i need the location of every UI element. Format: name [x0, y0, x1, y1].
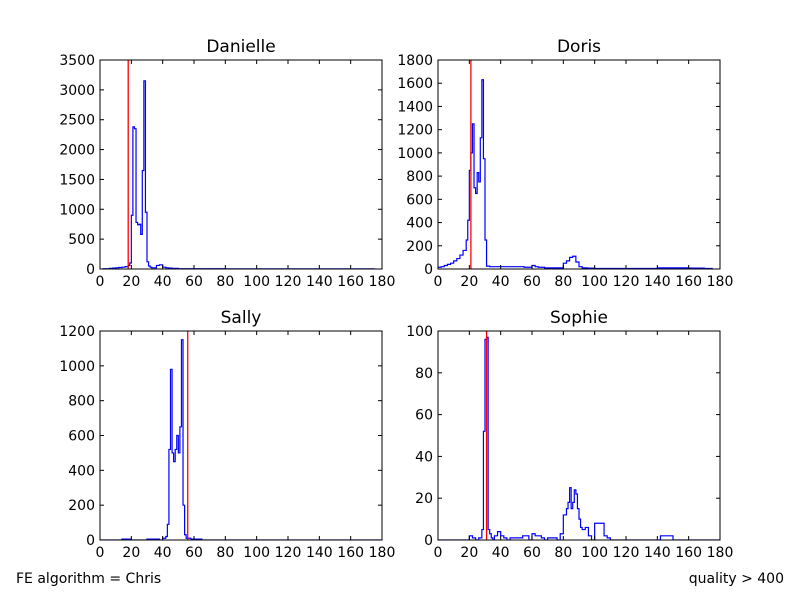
histogram-line	[438, 79, 713, 269]
y-tick-label: 500	[68, 232, 95, 248]
histogram-line	[100, 339, 382, 540]
subplot-sophie: Sophie 0 20 40 60 80 100 120 140 160 180 0 20 40 60 80 1…	[406, 308, 733, 561]
histogram-line	[102, 80, 375, 269]
x-tick-label: 20	[460, 274, 478, 290]
x-tick-label: 20	[460, 545, 478, 561]
y-tick-label: 0	[424, 262, 433, 278]
axes-frame	[99, 330, 383, 541]
y-tick-label: 100	[406, 324, 433, 340]
x-tick-label: 0	[434, 274, 443, 290]
x-tick-label: 60	[185, 274, 203, 290]
y-tick-label: 200	[406, 239, 433, 255]
y-tick-label: 800	[68, 394, 95, 410]
x-tick-label: 60	[185, 545, 203, 561]
x-tick-label: 160	[675, 545, 702, 561]
x-tick-label: 100	[243, 545, 270, 561]
y-tick-label: 0	[424, 533, 433, 549]
y-tick-label: 80	[415, 366, 433, 382]
algorithm-footnote: FE algorithm = Chris	[16, 571, 162, 587]
y-tick-label: 1200	[397, 123, 433, 139]
y-tick-label: 0	[86, 533, 95, 549]
y-tick-label: 2500	[59, 113, 95, 129]
subplot-title: Doris	[557, 37, 601, 57]
x-tick-label: 180	[369, 545, 396, 561]
quality-footnote: quality > 400	[688, 571, 784, 587]
y-tick-label: 3500	[59, 53, 95, 69]
x-tick-label: 20	[122, 274, 140, 290]
x-tick-label: 160	[337, 545, 364, 561]
y-tick-label: 20	[415, 491, 433, 507]
x-tick-label: 0	[434, 545, 443, 561]
y-tick-label: 1000	[59, 202, 95, 218]
y-tick-label: 600	[406, 192, 433, 208]
y-tick-label: 0	[86, 262, 95, 278]
histogram-line	[438, 336, 720, 540]
axes-frame	[437, 330, 721, 541]
y-tick-label: 2000	[59, 143, 95, 159]
x-tick-label: 60	[523, 274, 541, 290]
x-tick-label: 100	[581, 274, 608, 290]
y-tick-label: 40	[415, 449, 433, 465]
x-tick-label: 80	[554, 274, 572, 290]
x-tick-label: 0	[96, 274, 105, 290]
y-tick-label: 3000	[59, 83, 95, 99]
x-tick-label: 100	[581, 545, 608, 561]
x-tick-label: 160	[675, 274, 702, 290]
x-tick-label: 20	[122, 545, 140, 561]
x-tick-label: 180	[707, 545, 734, 561]
y-tick-label: 1000	[59, 359, 95, 375]
x-tick-label: 0	[96, 545, 105, 561]
x-tick-label: 40	[492, 545, 510, 561]
x-tick-label: 80	[216, 545, 234, 561]
x-tick-label: 160	[337, 274, 364, 290]
y-tick-label: 60	[415, 408, 433, 424]
x-tick-label: 80	[554, 545, 572, 561]
subplot-danielle: Danielle 0 20 40 60 80 100 120 140 160 180 0 500 1000…	[59, 37, 395, 290]
y-tick-label: 1800	[397, 53, 433, 69]
y-tick-label: 1600	[397, 76, 433, 92]
y-tick-label: 1000	[397, 146, 433, 162]
axes-frame	[437, 59, 721, 270]
subplot-title: Sally	[221, 308, 262, 328]
axes-frame	[99, 59, 383, 270]
x-tick-label: 140	[644, 274, 671, 290]
y-tick-label: 1200	[59, 324, 95, 340]
x-tick-label: 180	[707, 274, 734, 290]
y-tick-label: 1500	[59, 172, 95, 188]
y-tick-label: 400	[406, 216, 433, 232]
x-tick-label: 140	[306, 545, 333, 561]
subplot-sally: Sally 0 20 40 60 80 100 120 140 160 180 0 200 400 600 8…	[59, 308, 395, 561]
x-tick-label: 40	[154, 274, 172, 290]
subplot-title: Sophie	[550, 308, 608, 328]
y-tick-label: 200	[68, 498, 95, 514]
x-tick-label: 100	[243, 274, 270, 290]
x-tick-label: 120	[613, 274, 640, 290]
x-tick-label: 40	[154, 545, 172, 561]
y-tick-label: 800	[406, 169, 433, 185]
y-tick-label: 600	[68, 429, 95, 445]
x-tick-label: 120	[613, 545, 640, 561]
x-tick-label: 140	[306, 274, 333, 290]
x-tick-label: 180	[369, 274, 396, 290]
y-tick-label: 400	[68, 463, 95, 479]
x-tick-label: 120	[275, 274, 302, 290]
x-tick-label: 120	[275, 545, 302, 561]
x-tick-label: 140	[644, 545, 671, 561]
y-tick-label: 1400	[397, 99, 433, 115]
x-tick-label: 60	[523, 545, 541, 561]
x-tick-label: 40	[492, 274, 510, 290]
subplot-title: Danielle	[206, 37, 275, 57]
x-tick-label: 80	[216, 274, 234, 290]
